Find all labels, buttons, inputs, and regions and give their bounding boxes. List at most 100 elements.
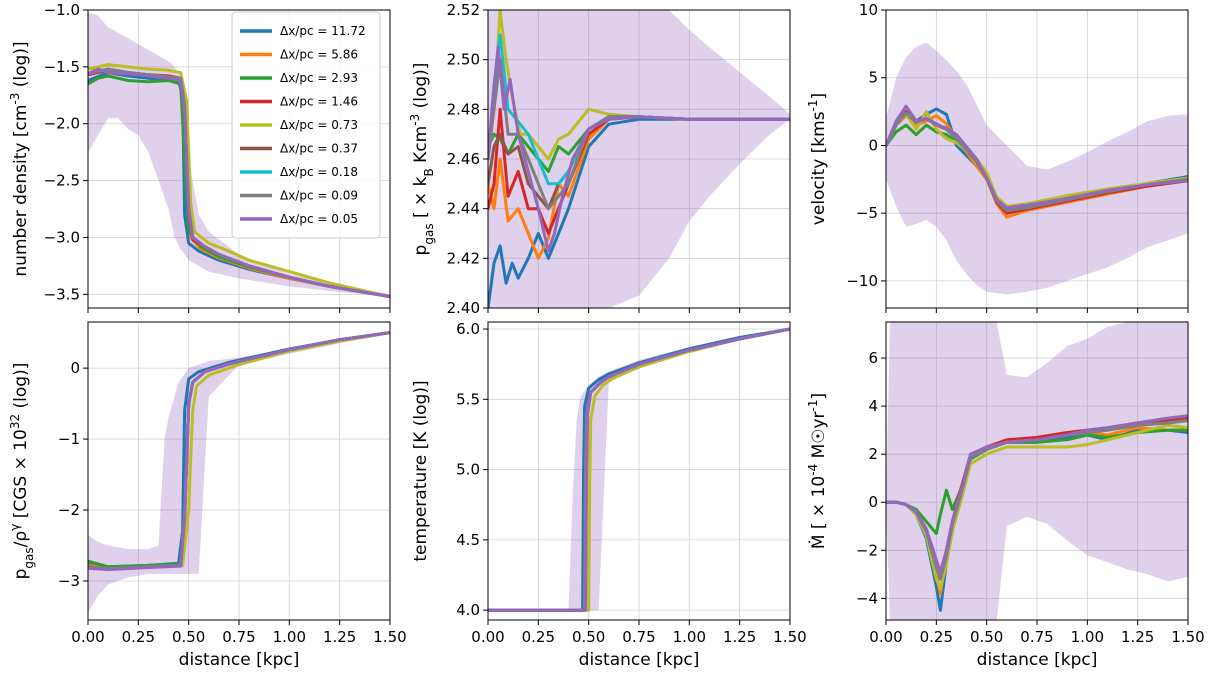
y-tick-label: −3 bbox=[58, 572, 80, 590]
y-axis-label: pgas/ργ [CGS × 1032 (log)] bbox=[8, 363, 36, 580]
legend: Δx/pc = 11.72 Δx/pc = 5.86 Δx/pc = 2.93 Δx/… bbox=[231, 11, 381, 239]
legend-label: Δx/pc = 0.09 bbox=[280, 189, 358, 203]
series-line-0 bbox=[488, 117, 790, 308]
y-tick-label: 6.0 bbox=[456, 320, 480, 338]
x-tick-label: 0.50 bbox=[572, 628, 605, 646]
x-tick-label: 0.25 bbox=[522, 628, 555, 646]
y-tick-label: 0 bbox=[70, 359, 80, 377]
panel-bottom-right: 0.00 0.25 0.50 0.75 1.00 1.25 1.50 −4 −2 0 2 4 6 dist… bbox=[806, 321, 1205, 670]
y-tick-label: −5 bbox=[856, 204, 878, 222]
series-group bbox=[488, 10, 790, 308]
y-tick-label: −1.0 bbox=[44, 1, 80, 19]
x-axis-label: distance [kpc] bbox=[579, 650, 700, 670]
x-tick-label: 0.75 bbox=[622, 628, 655, 646]
legend-label: Δx/pc = 2.93 bbox=[280, 71, 358, 85]
legend-label: Δx/pc = 0.37 bbox=[280, 142, 358, 156]
legend-frame bbox=[231, 11, 381, 239]
y-tick-label: 2.48 bbox=[447, 100, 480, 118]
x-tick-label: 1.50 bbox=[373, 628, 406, 646]
y-tick-label: −4 bbox=[856, 589, 878, 607]
y-tick-label: 2.52 bbox=[447, 1, 480, 19]
panel-bottom-middle: 0.00 0.25 0.50 0.75 1.00 1.25 1.50 4.0 4.5 5.0 5.5… bbox=[411, 320, 807, 670]
y-tick-label: −3.5 bbox=[44, 285, 80, 303]
y-axis-label: number density [cm-3 (log)] bbox=[8, 41, 31, 276]
x-tick-label: 0.00 bbox=[471, 628, 504, 646]
y-tick-label: 4 bbox=[868, 397, 878, 415]
y-tick-label: −1.5 bbox=[44, 58, 80, 76]
y-tick-label: −3.0 bbox=[44, 228, 80, 246]
y-axis-label: temperature [K (log)] bbox=[411, 380, 431, 561]
scatter-band bbox=[886, 322, 1188, 620]
y-tick-label: 4.0 bbox=[456, 601, 480, 619]
x-tick-label: 1.25 bbox=[323, 628, 356, 646]
x-tick-label: 1.25 bbox=[1121, 628, 1154, 646]
x-tick-label: 0.00 bbox=[71, 628, 104, 646]
y-axis-label: Ṁ [ × 10-4 M☉yr-1] bbox=[806, 393, 829, 549]
grid bbox=[87, 322, 391, 620]
legend-label: Δx/pc = 0.05 bbox=[280, 212, 358, 226]
x-axis-label: distance [kpc] bbox=[179, 650, 300, 670]
series-group bbox=[886, 104, 1188, 219]
series-group bbox=[488, 327, 790, 612]
x-tick-label: 0.50 bbox=[172, 628, 205, 646]
series-group bbox=[88, 331, 390, 572]
y-tick-label: −2 bbox=[856, 541, 878, 559]
series-line-8 bbox=[886, 104, 1188, 210]
x-tick-label: 1.00 bbox=[273, 628, 306, 646]
y-tick-label: 5 bbox=[868, 69, 878, 87]
y-axis-label: velocity [kms-1] bbox=[806, 93, 829, 225]
y-tick-label: 2.44 bbox=[447, 200, 480, 218]
x-tick-label: 0.25 bbox=[122, 628, 155, 646]
series-line-4 bbox=[88, 63, 390, 299]
x-axis-label: distance [kpc] bbox=[977, 650, 1098, 670]
x-tick-label: 0.25 bbox=[920, 628, 953, 646]
y-tick-label: 2 bbox=[868, 445, 878, 463]
y-tick-label: 6 bbox=[868, 349, 878, 367]
series-group bbox=[886, 414, 1188, 612]
y-tick-label: 4.5 bbox=[456, 531, 480, 549]
series-line-8 bbox=[88, 67, 390, 299]
panel-top-left: −3.5 −3.0 −2.5 −2.0 −1.5 −1.0 number density [… bbox=[8, 1, 391, 313]
panel-bottom-left: 0.00 0.25 0.50 0.75 1.00 1.25 1.50 −3 −2 −1 0 dista… bbox=[8, 321, 407, 670]
y-tick-label: 5.0 bbox=[456, 461, 480, 479]
x-tick-label: 1.00 bbox=[673, 628, 706, 646]
y-tick-label: 2.50 bbox=[447, 51, 480, 69]
y-tick-label: −2.5 bbox=[44, 172, 80, 190]
y-tick-label: −2.0 bbox=[44, 115, 80, 133]
series-line-8 bbox=[488, 45, 790, 253]
y-tick-label: 2.46 bbox=[447, 150, 480, 168]
y-tick-label: −1 bbox=[58, 430, 80, 448]
y-axis-label: pgas [ × kB Kcm-3 (log)] bbox=[408, 63, 436, 256]
series-group bbox=[88, 63, 390, 299]
x-tick-label: 1.00 bbox=[1071, 628, 1104, 646]
scatter-band bbox=[886, 42, 1188, 295]
x-tick-label: 0.00 bbox=[869, 628, 902, 646]
series-line-8 bbox=[886, 414, 1188, 574]
x-tick-label: 1.25 bbox=[723, 628, 756, 646]
legend-label: Δx/pc = 5.86 bbox=[280, 48, 358, 62]
scatter-band bbox=[88, 332, 390, 613]
x-tick-label: 1.50 bbox=[1171, 628, 1204, 646]
x-tick-label: 0.75 bbox=[1020, 628, 1053, 646]
y-tick-label: 2.42 bbox=[447, 249, 480, 267]
x-tick-label: 0.75 bbox=[222, 628, 255, 646]
x-tick-label: 1.50 bbox=[773, 628, 806, 646]
panel-top-middle: 2.40 2.42 2.44 2.46 2.48 2.50 2.52 pgas [ × kB … bbox=[408, 1, 791, 317]
panels-group: −3.5 −3.0 −2.5 −2.0 −1.5 −1.0 number density [… bbox=[8, 1, 1205, 670]
series-line-8 bbox=[88, 331, 390, 572]
legend-label: Δx/pc = 1.46 bbox=[280, 95, 358, 109]
scatter-band bbox=[488, 10, 790, 308]
series-line-8 bbox=[488, 327, 790, 612]
legend-label: Δx/pc = 0.18 bbox=[280, 165, 358, 179]
scatter-band bbox=[88, 12, 390, 297]
y-tick-label: 2.40 bbox=[447, 299, 480, 317]
x-tick-label: 0.50 bbox=[970, 628, 1003, 646]
panel-top-right: −10 −5 0 5 10 velocity [kms-1] bbox=[806, 1, 1189, 313]
y-tick-label: 10 bbox=[859, 1, 878, 19]
y-tick-label: −2 bbox=[58, 501, 80, 519]
legend-label: Δx/pc = 0.73 bbox=[280, 118, 358, 132]
y-tick-label: −10 bbox=[846, 272, 878, 290]
y-tick-label: 0 bbox=[868, 136, 878, 154]
legend-label: Δx/pc = 11.72 bbox=[280, 24, 366, 38]
